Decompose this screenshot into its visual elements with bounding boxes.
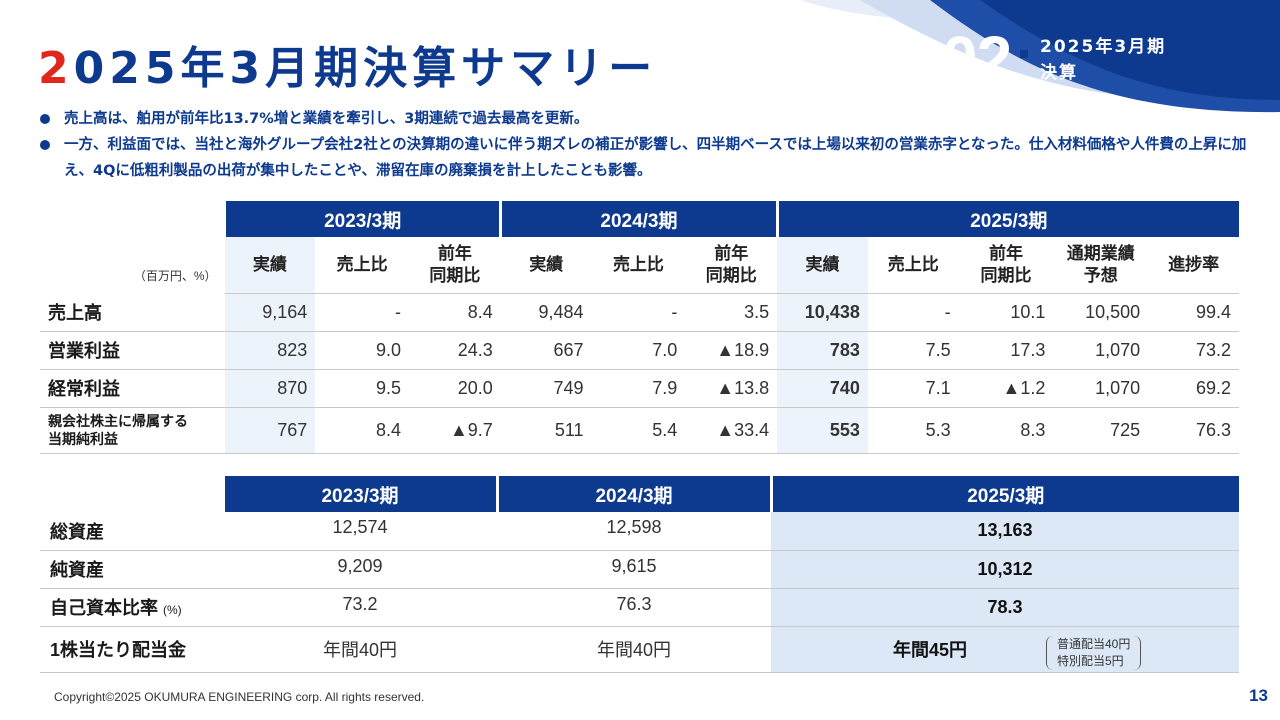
section-number-dot bbox=[1020, 50, 1028, 58]
table-row: 営業利益 823 9.0 24.3 667 7.0 ▲18.9 783 7.5 … bbox=[40, 331, 1239, 370]
period-header: 2025/3期 bbox=[769, 476, 1239, 512]
balance-sheet-table: 2023/3期 2024/3期 2025/3期 総資産 12,574 12,59… bbox=[40, 476, 1239, 673]
dividend-2025: 年間45円 bbox=[892, 640, 968, 660]
period-header: 2024/3期 bbox=[499, 201, 778, 237]
copyright: Copyright©2025 OKUMURA ENGINEERING corp.… bbox=[54, 690, 425, 704]
unit-label: （百万円、%） bbox=[133, 269, 217, 283]
table-row: 親会社株主に帰属する 当期純利益 767 8.4 ▲9.7 511 5.4 ▲33… bbox=[40, 407, 1239, 454]
col-actual: 実績 bbox=[224, 237, 316, 294]
page-title: 2025年3月期決算サマリー bbox=[38, 43, 658, 94]
table-row: 1株当たり配当金 年間40円 年間40円 年間45円 bbox=[40, 626, 1239, 673]
section-number: 02 bbox=[942, 23, 1012, 95]
page-number: 13 bbox=[1249, 686, 1268, 705]
section-label-line2: 決算 bbox=[1040, 63, 1078, 83]
table-row: 経常利益 870 9.5 20.0 749 7.9 ▲13.8 740 7.1 … bbox=[40, 369, 1239, 408]
table-row: 総資産 12,574 12,598 13,163 bbox=[40, 512, 1239, 551]
col-progress: 進捗率 bbox=[1148, 237, 1239, 294]
col-ratio: 売上比 bbox=[867, 237, 959, 294]
bullet-item: 一方、利益面では、当社と海外グループ会社2社との決算期の違いに伴う期ズレの補正が… bbox=[40, 132, 1260, 184]
header-wave-decoration bbox=[800, 0, 1280, 130]
col-yoy: 前年 同期比 bbox=[958, 237, 1054, 294]
col-actual: 実績 bbox=[500, 237, 592, 294]
col-yoy: 前年 同期比 bbox=[685, 237, 778, 294]
dividend-breakdown-note: 普通配当40円 特別配当5円 bbox=[1046, 636, 1142, 670]
bullet-dot-icon bbox=[40, 140, 50, 150]
col-actual: 実績 bbox=[777, 237, 868, 294]
section-label-line1: 2025年3月期 bbox=[1040, 37, 1167, 57]
col-forecast: 通期業績 予想 bbox=[1053, 237, 1149, 294]
income-summary-table: 2023/3期 2024/3期 2025/3期 （百万円、%） 実績 売上比 前… bbox=[40, 201, 1239, 454]
table-row: 売上高 9,164 - 8.4 9,484 - 3.5 10,438 - 10.… bbox=[40, 293, 1239, 332]
col-ratio: 売上比 bbox=[591, 237, 686, 294]
bullet-dot-icon bbox=[40, 114, 50, 124]
col-ratio: 売上比 bbox=[315, 237, 410, 294]
summary-bullets: 売上高は、舶用が前年比13.7%増と業績を牽引し、3期連続で過去最高を更新。 一… bbox=[40, 106, 1260, 184]
period-header: 2023/3期 bbox=[221, 476, 497, 512]
section-label: 2025年3月期 決算 bbox=[1040, 34, 1166, 86]
period-header: 2023/3期 bbox=[223, 201, 501, 237]
table-row: 純資産 9,209 9,615 10,312 bbox=[40, 550, 1239, 589]
table-row: 自己資本比率 (%) 73.2 76.3 78.3 bbox=[40, 588, 1239, 627]
period-header: 2024/3期 bbox=[495, 476, 771, 512]
col-yoy: 前年 同期比 bbox=[409, 237, 501, 294]
period-header: 2025/3期 bbox=[775, 201, 1239, 237]
bullet-item: 売上高は、舶用が前年比13.7%増と業績を牽引し、3期連続で過去最高を更新。 bbox=[40, 106, 1260, 132]
